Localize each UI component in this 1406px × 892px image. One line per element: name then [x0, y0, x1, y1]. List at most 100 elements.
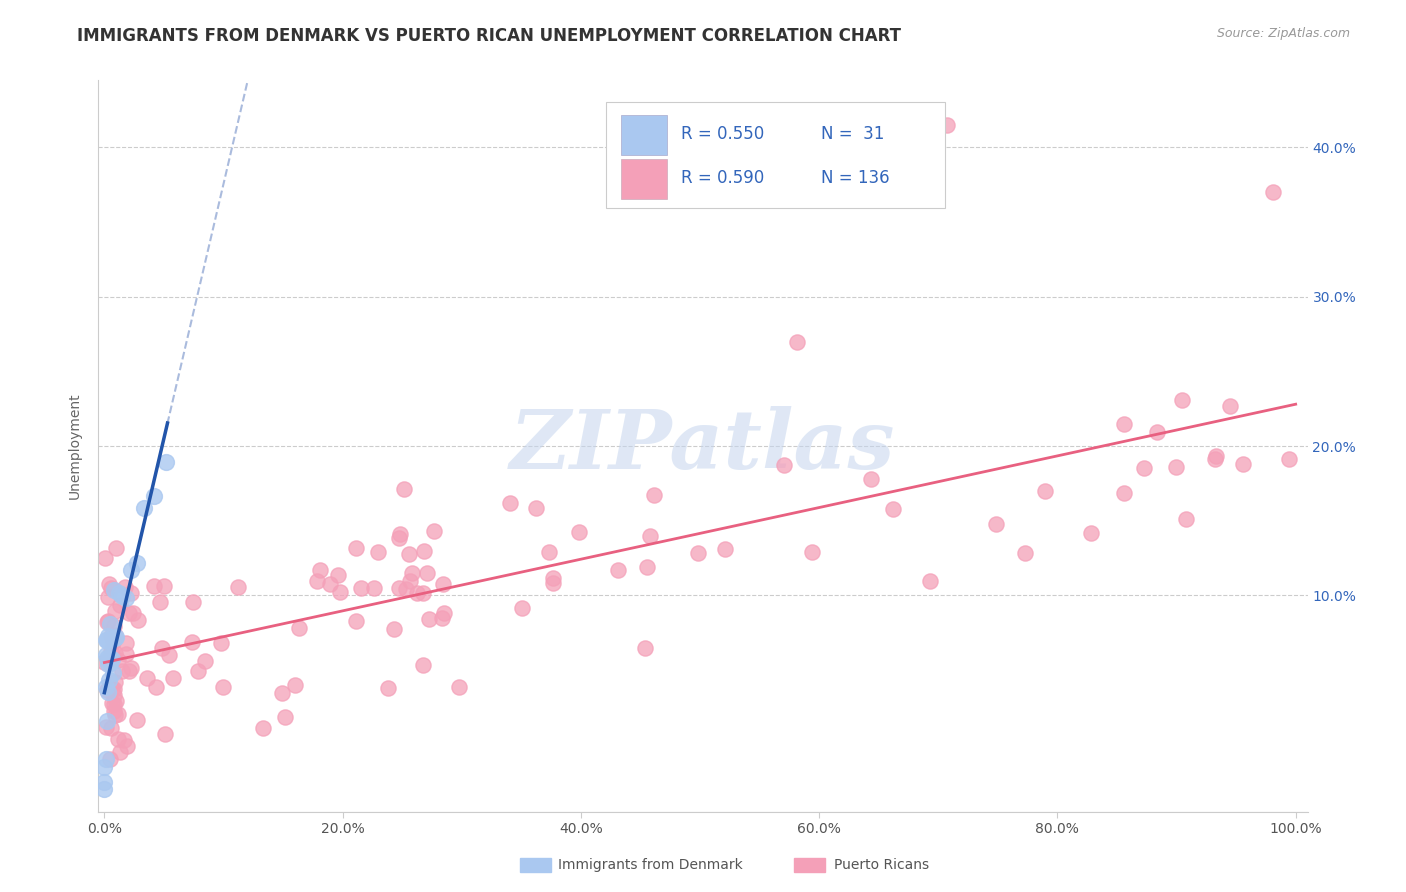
Point: [1146, 425, 1168, 439]
Point: [388, 531, 411, 545]
Point: [120, 661, 142, 675]
Point: [105, 694, 128, 708]
Point: [100, 721, 122, 735]
Point: [1219, 399, 1241, 413]
Point: [157, 648, 180, 663]
Point: [104, 708, 127, 723]
Point: [412, 585, 434, 599]
Point: [103, 583, 125, 598]
Point: [162, 671, 184, 685]
Point: [97, 657, 120, 672]
Point: [104, 604, 127, 618]
Point: [329, 585, 352, 599]
Point: [367, 545, 389, 559]
Point: [98, 616, 121, 631]
Text: R = 0.590: R = 0.590: [682, 169, 765, 187]
Point: [398, 547, 420, 561]
Point: [418, 613, 440, 627]
Point: [1278, 452, 1301, 467]
Point: [115, 739, 138, 753]
Point: [772, 458, 794, 473]
Point: [416, 566, 439, 580]
Point: [273, 710, 295, 724]
Point: [108, 745, 131, 759]
Point: [93, 782, 115, 797]
Point: [499, 495, 522, 509]
Point: [104, 631, 127, 645]
Point: [388, 582, 411, 596]
Point: [1133, 461, 1156, 475]
Text: R = 0.550: R = 0.550: [682, 126, 765, 144]
Point: [105, 630, 128, 644]
Point: [98, 752, 121, 766]
Point: [94, 648, 117, 662]
Point: [1112, 417, 1135, 432]
Point: [135, 671, 157, 685]
Point: [607, 563, 630, 577]
Point: [543, 576, 565, 591]
Point: [432, 577, 454, 591]
Point: [97, 614, 120, 628]
Point: [120, 586, 142, 600]
Point: [308, 563, 330, 577]
Point: [98, 673, 121, 688]
Point: [392, 482, 415, 496]
Point: [1112, 486, 1135, 500]
Point: [117, 606, 139, 620]
Point: [714, 542, 737, 557]
Point: [193, 654, 215, 668]
Point: [93, 655, 115, 669]
Point: [800, 545, 823, 559]
Y-axis label: Unemployment: Unemployment: [67, 392, 82, 500]
Point: [101, 634, 124, 648]
Point: [98, 576, 121, 591]
Point: [111, 589, 134, 603]
Point: [98, 657, 121, 671]
Point: [252, 721, 274, 735]
Point: [512, 600, 534, 615]
Point: [107, 586, 129, 600]
Point: [97, 629, 120, 643]
Point: [1232, 457, 1254, 471]
Point: [132, 501, 155, 516]
Point: [100, 644, 122, 658]
Point: [97, 634, 120, 648]
Point: [423, 524, 446, 538]
FancyBboxPatch shape: [621, 115, 666, 155]
Point: [96, 714, 118, 728]
Point: [112, 733, 135, 747]
Text: N =  31: N = 31: [821, 126, 884, 144]
Point: [935, 118, 957, 132]
Text: Immigrants from Denmark: Immigrants from Denmark: [558, 858, 742, 872]
Point: [104, 646, 127, 660]
Point: [433, 607, 456, 621]
Point: [94, 550, 117, 565]
Point: [93, 775, 115, 789]
Point: [100, 652, 122, 666]
Point: [226, 580, 249, 594]
Text: IMMIGRANTS FROM DENMARK VS PUERTO RICAN UNEMPLOYMENT CORRELATION CHART: IMMIGRANTS FROM DENMARK VS PUERTO RICAN …: [77, 27, 901, 45]
Point: [447, 680, 470, 694]
Point: [125, 556, 148, 570]
Point: [1014, 546, 1036, 560]
Point: [538, 544, 561, 558]
Point: [1033, 483, 1056, 498]
Point: [377, 681, 399, 695]
Point: [634, 641, 657, 656]
Point: [103, 704, 125, 718]
Point: [305, 574, 328, 588]
Point: [107, 652, 129, 666]
Point: [111, 665, 134, 679]
Point: [97, 590, 120, 604]
Point: [860, 472, 883, 486]
Point: [212, 680, 235, 694]
Point: [344, 615, 367, 629]
Point: [155, 455, 177, 469]
Point: [93, 760, 115, 774]
Point: [382, 623, 405, 637]
Point: [117, 664, 139, 678]
Point: [104, 628, 127, 642]
Text: N = 136: N = 136: [821, 169, 890, 187]
Point: [1171, 393, 1194, 408]
Point: [412, 658, 434, 673]
